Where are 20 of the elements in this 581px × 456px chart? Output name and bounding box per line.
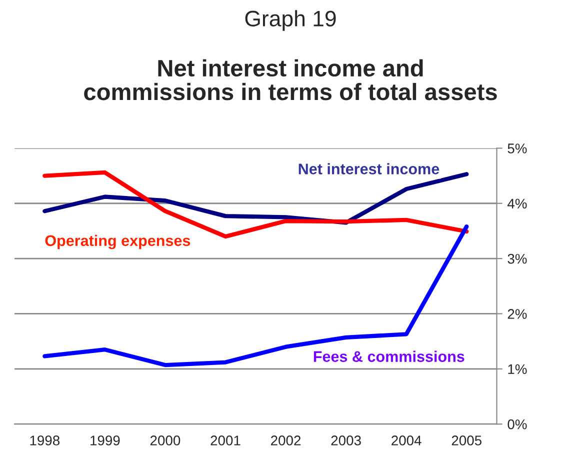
y-tick-label: 1% <box>508 364 527 374</box>
x-tick-label: 2001 <box>210 436 240 446</box>
y-tick-label: 0% <box>508 419 527 430</box>
series-label: Operating expenses <box>45 234 190 250</box>
x-tick-label: 1998 <box>30 436 60 446</box>
series-label: Fees & commissions <box>314 350 464 362</box>
chart-subtitle: Net interest income and commissions in terms of total assets <box>84 59 497 100</box>
y-tick-label: 2% <box>508 309 527 319</box>
y-tick-label: 5% <box>508 144 527 154</box>
chart-title: Graph 19 <box>245 10 336 31</box>
x-tick-label: 1999 <box>90 436 120 446</box>
x-tick-label: 2004 <box>392 436 422 446</box>
y-tick-label: 4% <box>507 198 527 208</box>
y-tick-label: 3% <box>508 254 527 264</box>
line-series <box>42 224 469 368</box>
x-tick-label: 2005 <box>452 436 482 446</box>
x-tick-label: 2002 <box>271 436 301 446</box>
x-tick-label: 2003 <box>331 436 361 446</box>
x-tick-label: 2000 <box>150 436 180 446</box>
series-label: Net interest income <box>298 163 440 174</box>
